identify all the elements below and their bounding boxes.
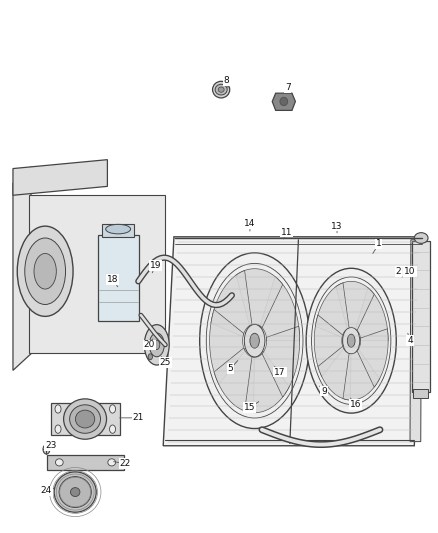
Bar: [413, 390, 428, 398]
Text: 9: 9: [321, 386, 327, 395]
Text: 11: 11: [281, 228, 292, 237]
Ellipse shape: [280, 98, 288, 106]
Text: 21: 21: [133, 414, 144, 422]
Ellipse shape: [54, 472, 96, 512]
Text: 18: 18: [107, 275, 118, 284]
Polygon shape: [47, 455, 124, 470]
Ellipse shape: [148, 354, 152, 360]
Ellipse shape: [108, 459, 116, 466]
Text: 25: 25: [160, 358, 171, 367]
Text: 22: 22: [120, 459, 131, 468]
Polygon shape: [29, 195, 166, 352]
Ellipse shape: [25, 238, 66, 304]
Ellipse shape: [343, 327, 360, 354]
Text: 4: 4: [407, 336, 413, 345]
Polygon shape: [343, 349, 380, 400]
Polygon shape: [272, 93, 295, 110]
Ellipse shape: [70, 405, 101, 433]
Polygon shape: [51, 403, 120, 435]
Ellipse shape: [347, 334, 355, 347]
Ellipse shape: [17, 226, 73, 317]
Text: 2: 2: [396, 266, 401, 276]
Polygon shape: [410, 240, 422, 442]
Polygon shape: [211, 270, 252, 337]
Ellipse shape: [106, 224, 131, 234]
Ellipse shape: [34, 254, 57, 289]
Text: 14: 14: [244, 219, 256, 228]
Polygon shape: [163, 237, 423, 446]
Text: 17: 17: [274, 368, 286, 377]
Ellipse shape: [244, 325, 265, 357]
Ellipse shape: [250, 333, 259, 348]
Text: 1: 1: [376, 239, 381, 248]
Ellipse shape: [56, 459, 63, 466]
Ellipse shape: [71, 488, 80, 497]
Ellipse shape: [218, 87, 224, 92]
Text: 16: 16: [350, 400, 361, 409]
Polygon shape: [214, 348, 254, 413]
Text: 8: 8: [224, 76, 230, 85]
Ellipse shape: [110, 405, 116, 413]
Text: 20: 20: [144, 341, 155, 349]
Ellipse shape: [110, 425, 116, 433]
Ellipse shape: [414, 233, 428, 244]
Polygon shape: [262, 326, 300, 397]
Ellipse shape: [55, 425, 61, 433]
Polygon shape: [236, 269, 283, 328]
Ellipse shape: [55, 405, 61, 413]
Polygon shape: [13, 160, 107, 195]
Ellipse shape: [306, 268, 396, 413]
Polygon shape: [244, 351, 289, 413]
Text: 10: 10: [404, 266, 416, 276]
Bar: [412, 241, 430, 392]
Ellipse shape: [154, 340, 160, 350]
Polygon shape: [260, 277, 300, 341]
Bar: [98, 235, 139, 321]
Text: 5: 5: [228, 364, 233, 373]
Polygon shape: [318, 346, 351, 400]
Text: 24: 24: [41, 487, 52, 495]
Ellipse shape: [43, 445, 50, 454]
Polygon shape: [314, 315, 344, 377]
Ellipse shape: [215, 84, 227, 95]
Ellipse shape: [144, 325, 169, 365]
Polygon shape: [357, 329, 388, 387]
Ellipse shape: [212, 82, 230, 98]
Polygon shape: [13, 167, 31, 370]
Polygon shape: [315, 283, 349, 337]
Ellipse shape: [149, 333, 164, 357]
Text: 19: 19: [150, 261, 161, 270]
Bar: [102, 224, 134, 237]
Ellipse shape: [64, 399, 106, 439]
Text: 15: 15: [244, 403, 256, 412]
Text: 7: 7: [285, 83, 290, 92]
Text: 23: 23: [45, 441, 57, 450]
Polygon shape: [336, 281, 374, 330]
Ellipse shape: [200, 253, 310, 429]
Ellipse shape: [75, 410, 95, 428]
Ellipse shape: [59, 477, 91, 507]
Polygon shape: [210, 310, 245, 384]
Text: 13: 13: [331, 222, 343, 231]
Polygon shape: [356, 288, 388, 341]
